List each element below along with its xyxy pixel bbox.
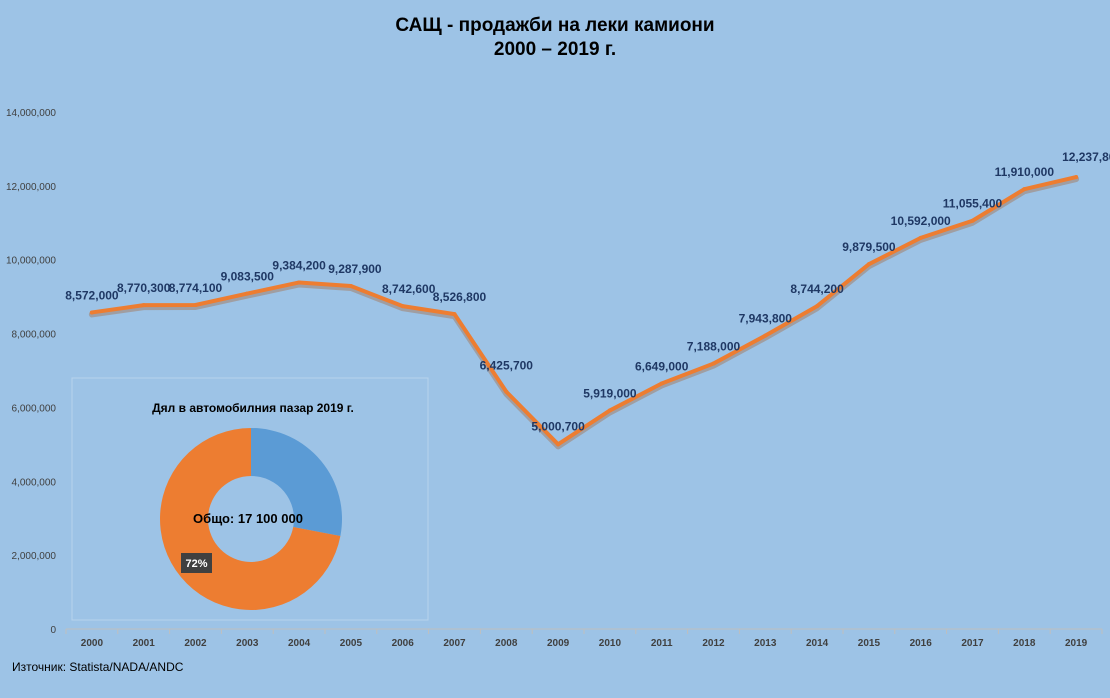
data-label: 11,910,000 (995, 165, 1055, 179)
data-point (1074, 175, 1079, 180)
x-tick-label: 2002 (184, 638, 207, 649)
data-point (607, 408, 612, 413)
data-label: 5,919,000 (583, 386, 637, 400)
data-label: 9,879,500 (842, 240, 896, 254)
data-label: 8,572,000 (65, 288, 119, 302)
x-tick-label: 2013 (754, 638, 777, 649)
data-label: 10,592,000 (891, 214, 951, 228)
x-tick-label: 2006 (392, 638, 415, 649)
chart-title-line2: 2000 – 2019 г. (494, 39, 616, 60)
x-tick-label: 2018 (1013, 638, 1036, 649)
data-point (141, 303, 146, 308)
x-tick-label: 2014 (806, 638, 829, 649)
y-tick-label: 2,000,000 (12, 551, 57, 562)
data-point (193, 302, 198, 307)
data-point (763, 333, 768, 338)
y-tick-label: 14,000,000 (6, 108, 56, 119)
x-tick-label: 2008 (495, 638, 518, 649)
data-label: 9,083,500 (221, 270, 275, 284)
data-label: 9,287,900 (328, 262, 382, 276)
x-tick-label: 2012 (702, 638, 725, 649)
x-tick-label: 2001 (133, 638, 156, 649)
donut-slice (251, 428, 342, 537)
inset-title: Дял в автомобилния пазар 2019 г. (152, 401, 354, 415)
x-tick-label: 2015 (858, 638, 881, 649)
y-tick-label: 12,000,000 (6, 182, 56, 193)
data-label: 6,649,000 (635, 359, 689, 373)
donut-pct-label: 72% (185, 558, 207, 570)
line-series (88, 175, 1080, 450)
data-label: 8,770,300 (117, 281, 171, 295)
data-label: 8,526,800 (433, 290, 487, 304)
x-tick-label: 2007 (443, 638, 466, 649)
data-point (504, 389, 509, 394)
x-tick-label: 2019 (1065, 638, 1088, 649)
data-point (711, 361, 716, 366)
data-point (659, 381, 664, 386)
data-label: 7,188,000 (687, 340, 741, 354)
data-label: 8,744,200 (790, 282, 844, 296)
x-tick-label: 2009 (547, 638, 570, 649)
data-point (348, 284, 353, 289)
series-line (89, 175, 1079, 447)
y-tick-label: 4,000,000 (12, 477, 57, 488)
y-tick-label: 10,000,000 (6, 256, 56, 267)
data-point (970, 218, 975, 223)
x-tick-label: 2000 (81, 638, 104, 649)
data-label: 6,425,700 (480, 359, 534, 373)
data-label: 5,000,700 (531, 419, 585, 433)
x-tick-label: 2004 (288, 638, 311, 649)
data-point (556, 442, 561, 447)
data-point (866, 262, 871, 267)
donut-pct-badge (181, 553, 212, 573)
data-point (89, 310, 94, 315)
x-tick-label: 2005 (340, 638, 363, 649)
chart-title-line1: САЩ - продажби на леки камиони (395, 15, 714, 36)
y-tick-label: 8,000,000 (12, 330, 57, 341)
donut-center-total: Общо: 17 100 000 (193, 511, 303, 526)
data-point (918, 235, 923, 240)
x-tick-label: 2003 (236, 638, 259, 649)
x-tick-label: 2017 (961, 638, 984, 649)
x-axis: 2000 2001 2002 2003 2004 2005 2006 2007 2008 2009… (65, 628, 1103, 649)
data-labels: 8,572,0008,770,3008,774,1009,083,5009,38… (65, 150, 1110, 433)
donut-chart: 72% (160, 428, 342, 610)
data-point (245, 291, 250, 296)
data-label: 11,055,400 (943, 197, 1003, 211)
data-label: 12,237,800 (1062, 150, 1110, 164)
source-note: Източник: Statista/NADA/ANDC (12, 660, 184, 674)
y-tick-label: 0 (50, 625, 56, 636)
data-label: 8,774,100 (169, 281, 223, 295)
x-tick-label: 2016 (910, 638, 933, 649)
y-tick-label: 6,000,000 (12, 403, 57, 414)
data-point (400, 304, 405, 309)
data-point (1022, 187, 1027, 192)
x-tick-label: 2011 (651, 638, 673, 649)
data-point (297, 280, 302, 285)
y-axis: 0 2,000,000 4,000,000 6,000,000 8,000,000 10,… (6, 108, 57, 636)
data-point (815, 304, 820, 309)
x-tick-label: 2010 (599, 638, 622, 649)
data-label: 9,384,200 (272, 258, 326, 272)
data-point (452, 312, 457, 317)
data-label: 8,742,600 (382, 282, 436, 296)
data-label: 7,943,800 (739, 312, 793, 326)
